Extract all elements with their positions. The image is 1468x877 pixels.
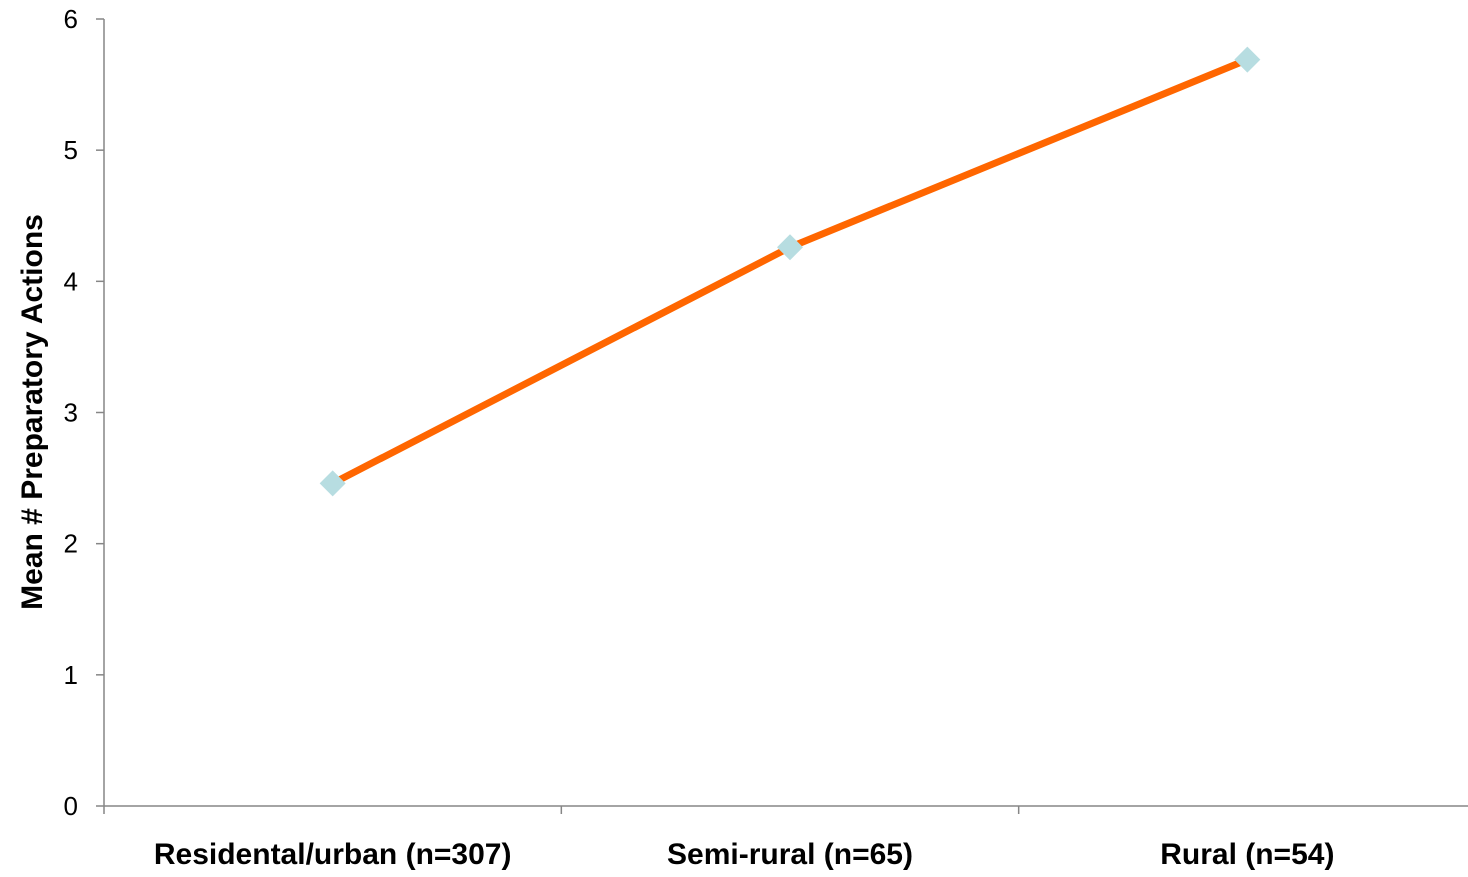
y-axis-title: Mean # Preparatory Actions xyxy=(16,214,49,610)
y-tick-label: 1 xyxy=(64,660,78,690)
data-point-marker xyxy=(777,234,803,261)
y-tick-label: 2 xyxy=(64,529,78,559)
y-tick-label: 0 xyxy=(64,791,78,821)
x-category-labels: Residental/urban (n=307) Semi-rural (n=65… xyxy=(154,838,1335,871)
data-point-marker xyxy=(1234,46,1261,73)
x-category-label: Residental/urban (n=307) xyxy=(154,838,512,871)
data-point-marker xyxy=(319,470,346,497)
y-tick-label: 4 xyxy=(64,266,78,296)
x-category-label: Semi-rural (n=65) xyxy=(667,838,913,871)
y-tick-label: 3 xyxy=(64,398,78,428)
x-category-label: Rural (n=54) xyxy=(1160,838,1334,871)
series-line xyxy=(329,56,1251,487)
series-group xyxy=(319,46,1261,497)
axes xyxy=(96,18,1468,814)
y-tick-label: 5 xyxy=(64,135,78,165)
y-tick-labels: 0 1 2 3 4 5 6 xyxy=(64,4,78,821)
y-tick-label: 6 xyxy=(64,4,78,34)
